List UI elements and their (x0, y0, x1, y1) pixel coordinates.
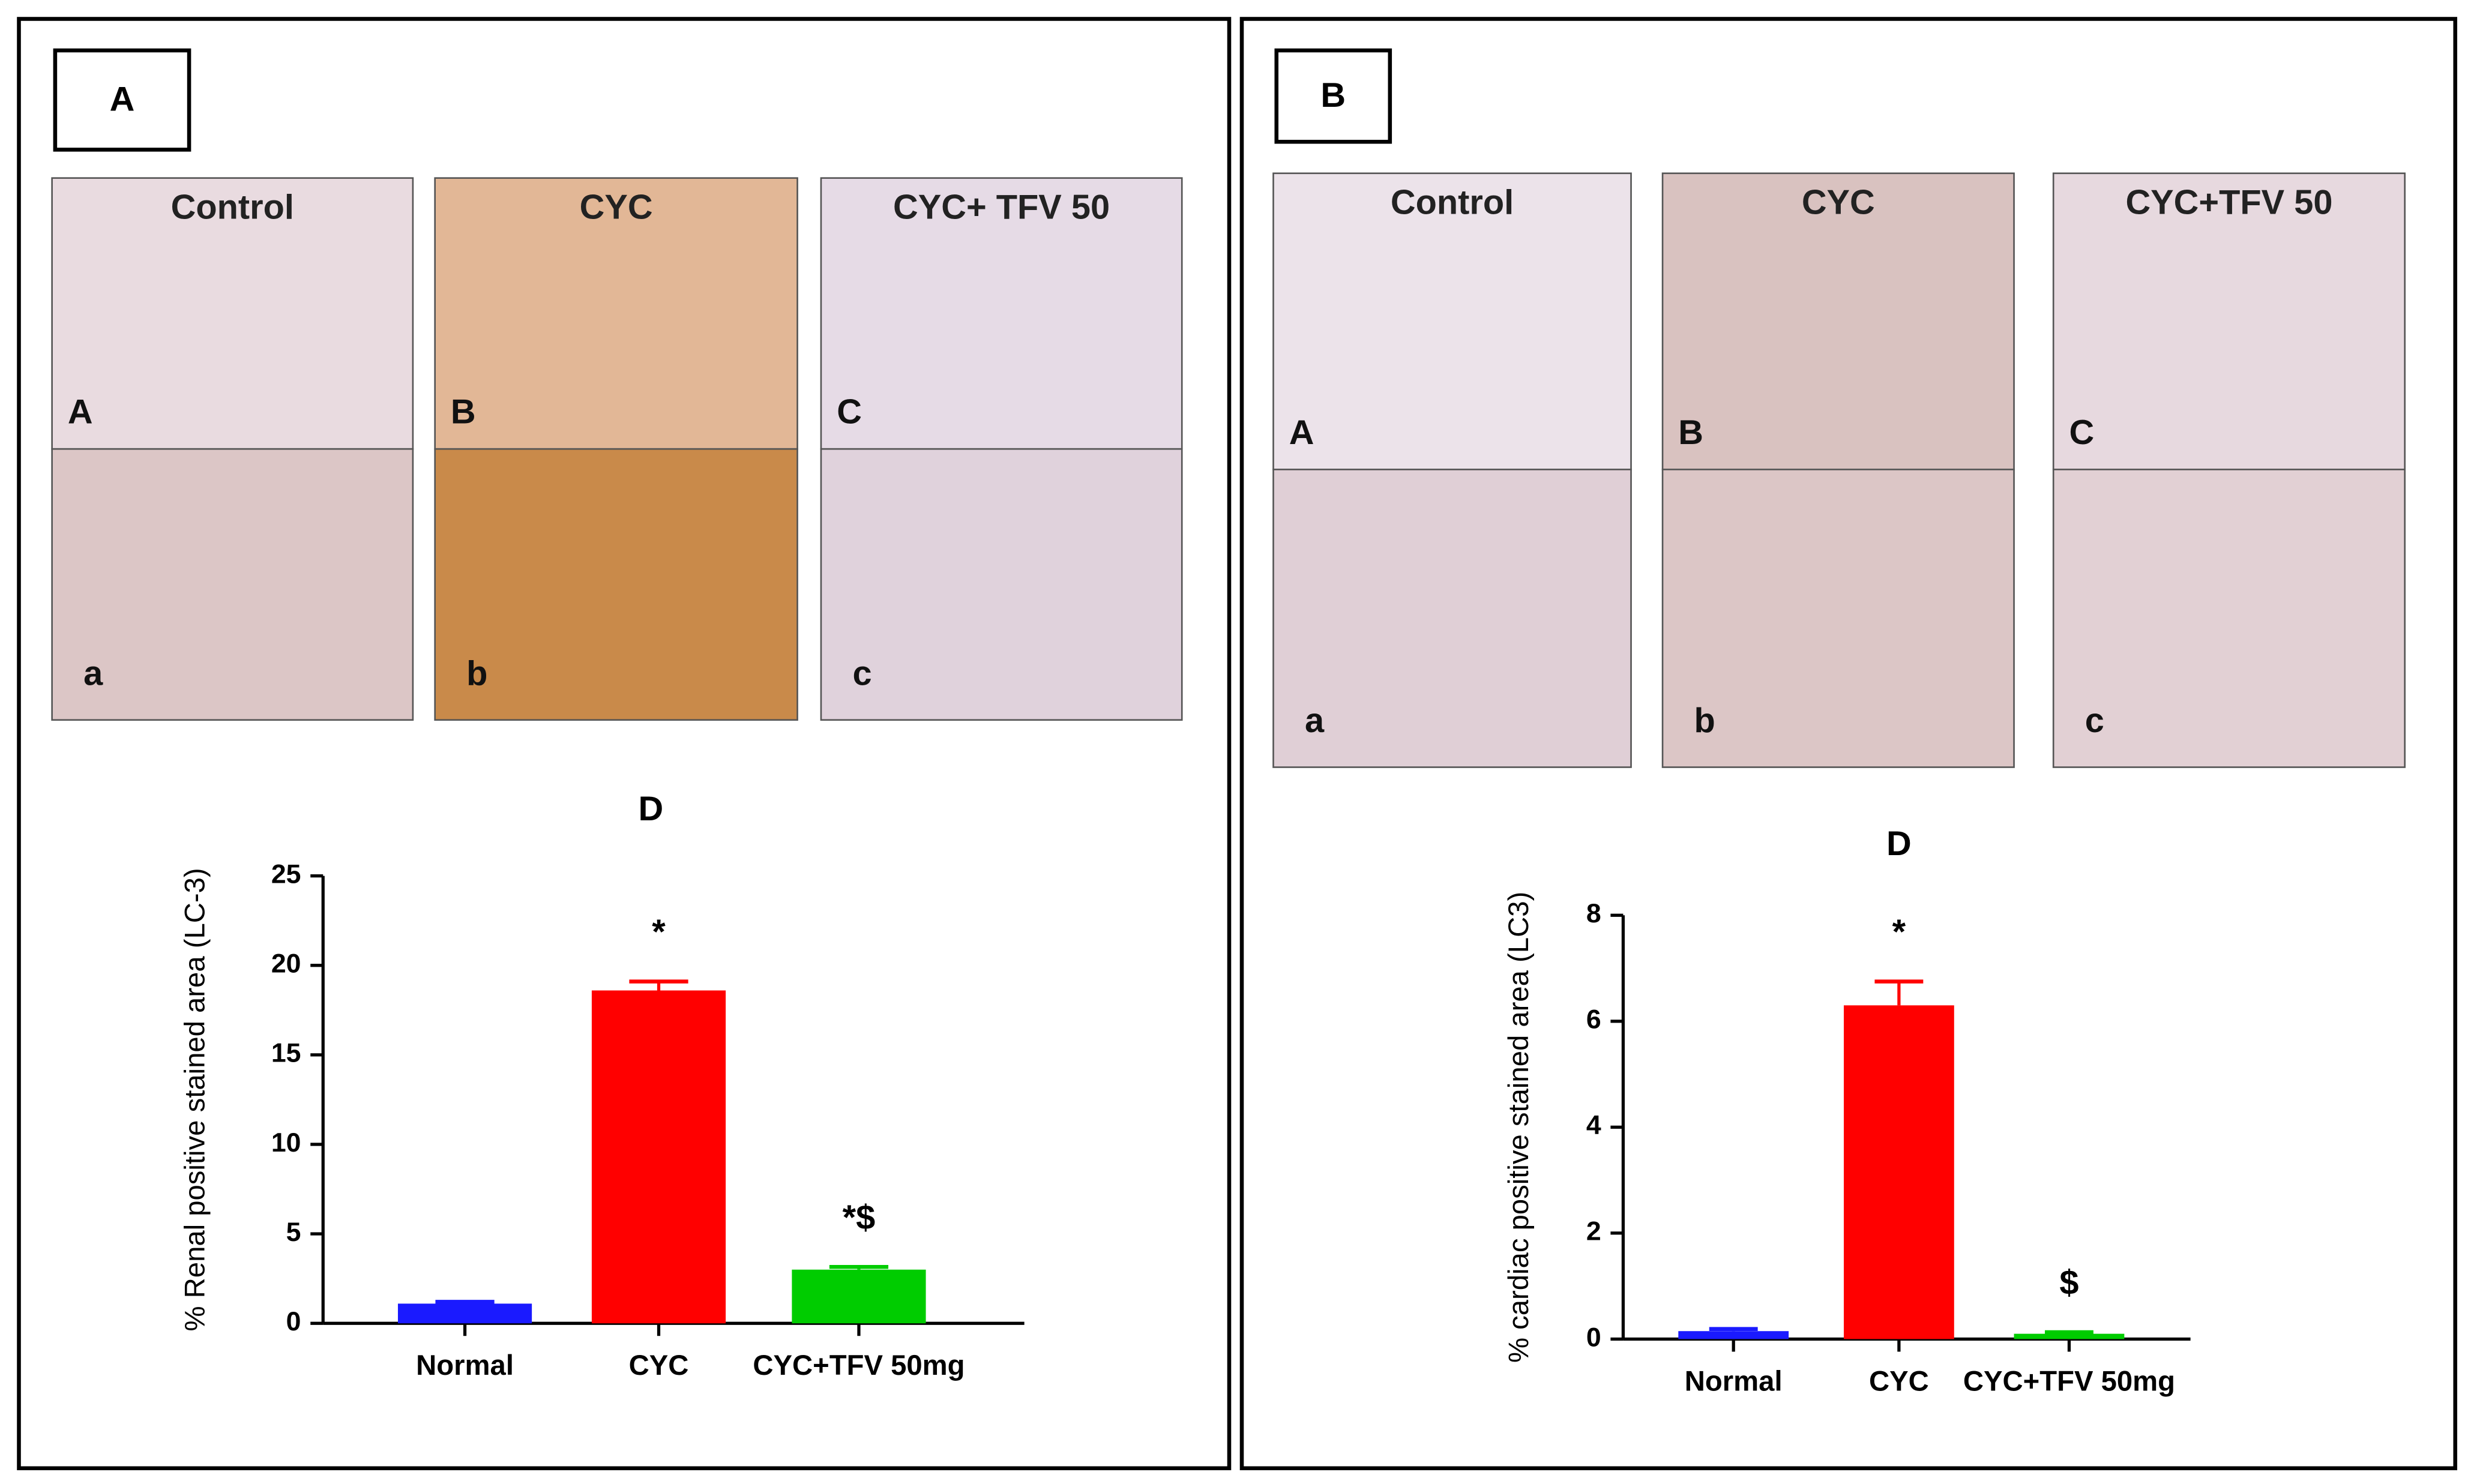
bar (1843, 1005, 1954, 1339)
chart-title: D (639, 790, 664, 828)
significance-mark: $ (2059, 1263, 2078, 1302)
micrograph (2052, 469, 2406, 768)
bar (2014, 1333, 2125, 1339)
micrograph (1661, 172, 2015, 470)
panel-border (1239, 17, 2458, 1471)
image-title: Control (1391, 184, 1514, 222)
image-label: C (837, 393, 862, 431)
x-tick-label: CYC+TFV 50mg (753, 1350, 965, 1381)
y-tick-label: 15 (271, 1039, 301, 1068)
micrograph (434, 448, 798, 721)
chart-title: D (1886, 825, 1912, 863)
micrograph (1661, 469, 2015, 768)
y-tick-label: 20 (271, 949, 301, 979)
image-label: B (451, 393, 476, 431)
micrograph (820, 448, 1183, 721)
y-tick-label: 4 (1586, 1111, 1601, 1140)
image-label: c (2085, 701, 2104, 740)
image-label: b (466, 654, 487, 692)
image-label: c (852, 654, 871, 692)
micrograph (51, 177, 414, 450)
x-tick-label: Normal (1685, 1365, 1783, 1397)
y-tick-label: 6 (1586, 1005, 1601, 1035)
micrograph (2052, 172, 2406, 470)
micrograph (51, 448, 414, 721)
image-label: A (1289, 413, 1314, 452)
image-label: C (2069, 413, 2094, 452)
panel-label: A (110, 80, 135, 119)
micrograph (1272, 172, 1632, 470)
bar (1678, 1331, 1789, 1339)
significance-mark: *$ (843, 1198, 876, 1237)
panel-label-box (53, 48, 191, 152)
y-tick-label: 8 (1586, 899, 1601, 928)
y-axis-label: % Renal positive stained area (LC-3) (179, 868, 211, 1331)
y-axis-label: % cardiac positive stained area (LC3) (1503, 892, 1535, 1363)
x-tick-label: CYC (629, 1350, 689, 1381)
x-tick-label: CYC (1869, 1365, 1929, 1397)
image-label: A (68, 393, 93, 431)
y-tick-label: 25 (271, 859, 301, 889)
image-title: Control (171, 188, 294, 226)
image-label: a (1305, 701, 1325, 740)
image-label: b (1694, 701, 1715, 740)
bar (792, 1269, 926, 1324)
image-label: B (1678, 413, 1703, 452)
image-title: CYC (1802, 184, 1875, 222)
micrograph (434, 177, 798, 450)
image-title: CYC+ TFV 50 (893, 188, 1110, 226)
micrograph (820, 177, 1183, 450)
y-tick-label: 10 (271, 1128, 301, 1158)
y-tick-label: 5 (286, 1218, 301, 1247)
panel-label: B (1320, 76, 1346, 115)
image-label: a (83, 654, 103, 692)
x-tick-label: CYC+TFV 50mg (1963, 1365, 2175, 1397)
panel-border (17, 17, 1232, 1471)
bar (591, 990, 726, 1324)
panel-label-box (1274, 48, 1392, 144)
bar (397, 1303, 532, 1324)
x-tick-label: Normal (416, 1350, 514, 1381)
image-title: CYC+TFV 50 (2125, 184, 2332, 222)
image-title: CYC (580, 188, 653, 226)
significance-mark: * (1892, 913, 1906, 951)
y-tick-label: 0 (286, 1307, 301, 1336)
y-tick-label: 2 (1586, 1217, 1601, 1246)
y-tick-label: 0 (1586, 1323, 1601, 1352)
significance-mark: * (652, 913, 666, 951)
micrograph (1272, 469, 1632, 768)
